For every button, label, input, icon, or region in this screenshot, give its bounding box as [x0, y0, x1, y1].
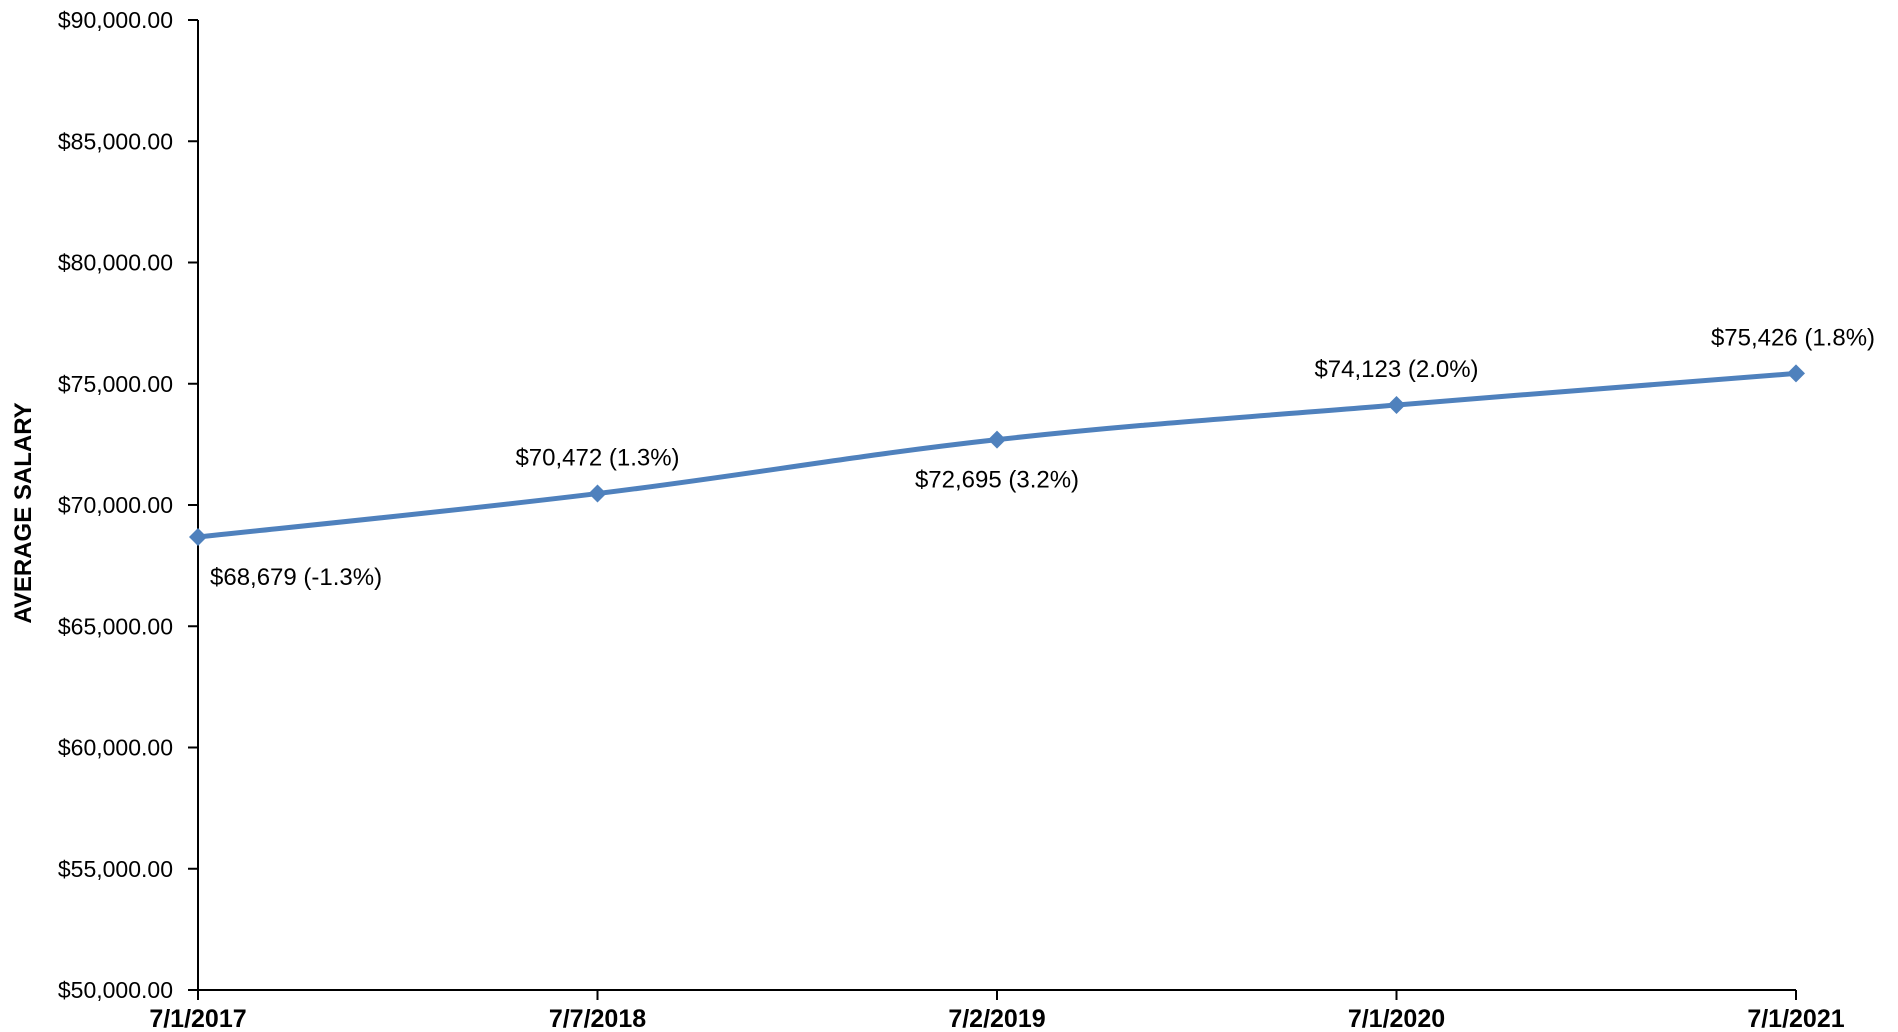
data-label: $74,123 (2.0%) [1314, 356, 1478, 383]
y-axis: $50,000.00 $55,000.00 $60,000.00 $65,000.00… [58, 7, 199, 1003]
x-axis: 7/1/2017 7/7/2018 7/2/2019 7/1/2020 7/1/2021 [149, 989, 1845, 1032]
data-point-marker [189, 528, 207, 547]
x-tick-label: 7/1/2021 [1747, 1005, 1844, 1032]
series-line [195, 370, 1799, 540]
y-tick-label: $60,000.00 [58, 735, 173, 761]
data-point-marker [1387, 396, 1406, 415]
y-tick-label: $50,000.00 [58, 977, 173, 1003]
data-point-marker [1787, 364, 1805, 383]
data-label: $70,472 (1.3%) [515, 445, 679, 472]
x-tick-label: 7/7/2018 [549, 1005, 646, 1032]
y-axis-title: AVERAGE SALARY [10, 402, 37, 623]
data-point-marker [588, 484, 607, 503]
y-tick-label: $55,000.00 [58, 856, 173, 882]
data-labels: $68,679 (-1.3%) $70,472 (1.3%) $72,695 (3.… [210, 324, 1875, 591]
series-average-salary [189, 364, 1805, 547]
y-tick-label: $70,000.00 [58, 492, 173, 518]
y-tick-label: $65,000.00 [58, 613, 173, 639]
y-tick-label: $85,000.00 [58, 128, 173, 154]
y-tick-label: $80,000.00 [58, 250, 173, 276]
y-tick-label: $75,000.00 [58, 371, 173, 397]
y-tick-label: $90,000.00 [58, 7, 173, 33]
x-tick-label: 7/2/2019 [948, 1005, 1045, 1032]
data-label: $75,426 (1.8%) [1711, 324, 1875, 351]
data-label: $68,679 (-1.3%) [210, 564, 382, 591]
x-tick-label: 7/1/2017 [149, 1005, 246, 1032]
x-tick-label: 7/1/2020 [1348, 1005, 1445, 1032]
data-point-marker [988, 430, 1006, 449]
data-label: $72,695 (3.2%) [915, 467, 1079, 494]
